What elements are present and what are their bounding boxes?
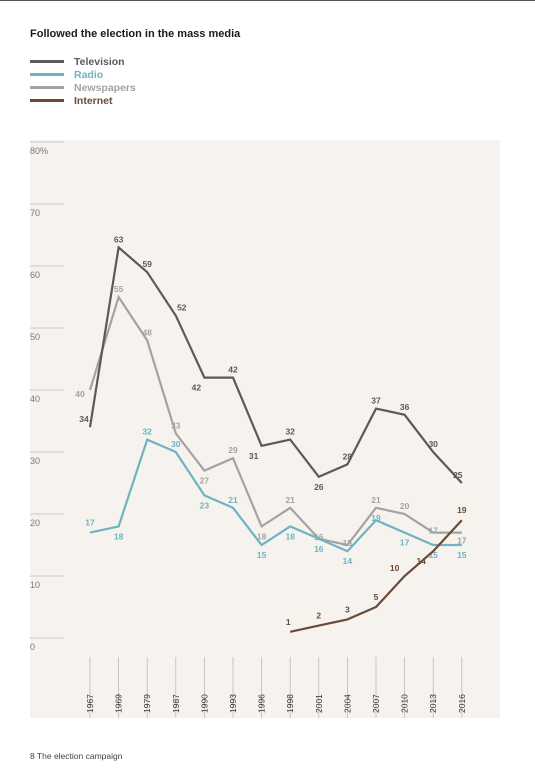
series-line-television	[88, 245, 463, 484]
series-line-internet	[289, 519, 463, 633]
data-label-radio: 32	[142, 427, 152, 437]
legend-item-internet: Internet	[30, 94, 136, 107]
x-tick-label: 1993	[228, 694, 238, 713]
data-label-newspapers: 18	[257, 531, 267, 541]
x-tick-label: 1967	[85, 694, 95, 713]
data-label-radio: 14	[343, 556, 353, 566]
data-label-radio: 16	[314, 544, 324, 554]
chart-legend: Television Radio Newspapers Internet	[30, 55, 136, 107]
data-label-newspapers: 33	[171, 420, 181, 430]
data-label-newspapers: 17	[457, 536, 467, 546]
data-label-internet: 14	[416, 556, 426, 566]
legend-item-newspapers: Newspapers	[30, 81, 136, 94]
data-label-newspapers: 17	[428, 526, 438, 536]
data-label-newspapers: 40	[75, 389, 85, 399]
data-label-newspapers: 21	[371, 495, 381, 505]
data-label-television: 36	[400, 402, 410, 412]
x-tick-label: 2007	[371, 694, 381, 713]
data-label-radio: 19	[371, 513, 381, 523]
data-label-radio: 15	[428, 550, 438, 560]
legend-swatch-radio	[30, 73, 64, 76]
data-label-radio: 21	[228, 495, 238, 505]
x-tick-label: 2001	[314, 694, 324, 713]
chart-title: Followed the election in the mass media	[30, 28, 241, 40]
x-tick-label: 1996	[257, 694, 267, 713]
data-label-television: 32	[285, 427, 295, 437]
data-label-radio: 15	[457, 550, 467, 560]
x-tick-label: 2004	[342, 694, 352, 713]
data-label-radio: 23	[200, 500, 210, 510]
data-label-newspapers: 20	[400, 501, 410, 511]
y-tick-label: 0	[30, 642, 35, 652]
y-tick-label: 70	[30, 208, 40, 218]
data-label-newspapers: 29	[228, 445, 238, 455]
y-tick-label: 40	[30, 394, 40, 404]
data-label-television: 37	[371, 396, 381, 406]
y-tick-label: 80%	[30, 146, 48, 156]
legend-label-newspapers: Newspapers	[74, 81, 136, 94]
top-rule	[0, 0, 535, 1]
x-tick-label: 1987	[171, 694, 181, 713]
y-tick-label: 30	[30, 456, 40, 466]
data-label-television: 59	[142, 259, 152, 269]
data-label-internet: 10	[390, 563, 400, 573]
legend-item-television: Television	[30, 55, 136, 68]
data-label-internet: 2	[316, 611, 321, 621]
data-label-internet: 1	[286, 617, 291, 627]
data-label-radio: 30	[171, 439, 181, 449]
data-label-internet: 19	[457, 505, 467, 515]
x-tick-label: 1979	[142, 694, 152, 713]
plot-background	[30, 140, 500, 718]
y-tick-label: 60	[30, 270, 40, 280]
data-label-television: 52	[177, 303, 187, 313]
legend-label-television: Television	[74, 55, 125, 68]
data-label-television: 26	[314, 482, 324, 492]
data-label-radio: 15	[257, 550, 267, 560]
legend-label-radio: Radio	[74, 68, 104, 81]
y-tick-label: 10	[30, 580, 40, 590]
y-tick-label: 20	[30, 518, 40, 528]
data-label-radio: 17	[85, 518, 95, 528]
data-label-radio: 17	[400, 538, 410, 548]
data-label-newspapers: 27	[200, 476, 210, 486]
legend-swatch-newspapers	[30, 86, 64, 89]
data-label-television: 34	[79, 414, 89, 424]
legend-swatch-internet	[30, 99, 64, 102]
data-label-radio: 18	[114, 531, 124, 541]
data-label-television: 28	[343, 451, 353, 461]
series-line-radio	[89, 438, 462, 553]
legend-item-radio: Radio	[30, 68, 136, 81]
legend-label-internet: Internet	[74, 94, 113, 107]
data-label-television: 42	[228, 365, 238, 375]
data-label-television: 63	[114, 234, 124, 244]
data-label-radio: 18	[285, 531, 295, 541]
x-tick-label: 1998	[285, 694, 295, 713]
page-footer: 8 The election campaign	[30, 751, 123, 761]
data-label-newspapers: 16	[314, 532, 324, 542]
series-line-newspapers	[88, 294, 462, 547]
x-tick-label: 2013	[428, 694, 438, 713]
x-tick-label: 1990	[199, 694, 209, 713]
x-tick-label: 2016	[457, 694, 467, 713]
data-label-newspapers: 55	[114, 284, 124, 294]
data-label-television: 30	[428, 439, 438, 449]
data-label-newspapers: 21	[285, 495, 295, 505]
x-tick-label: 2010	[400, 694, 410, 713]
x-tick-label: 1969	[114, 694, 124, 713]
data-label-internet: 5	[374, 592, 379, 602]
data-label-internet: 3	[345, 604, 350, 614]
y-tick-label: 50	[30, 332, 40, 342]
data-label-newspapers: 48	[142, 327, 152, 337]
data-label-television: 31	[249, 451, 259, 461]
data-label-television: 25	[453, 470, 463, 480]
data-label-television: 42	[192, 383, 202, 393]
data-label-newspapers: 15	[343, 538, 353, 548]
legend-swatch-television	[30, 60, 64, 63]
